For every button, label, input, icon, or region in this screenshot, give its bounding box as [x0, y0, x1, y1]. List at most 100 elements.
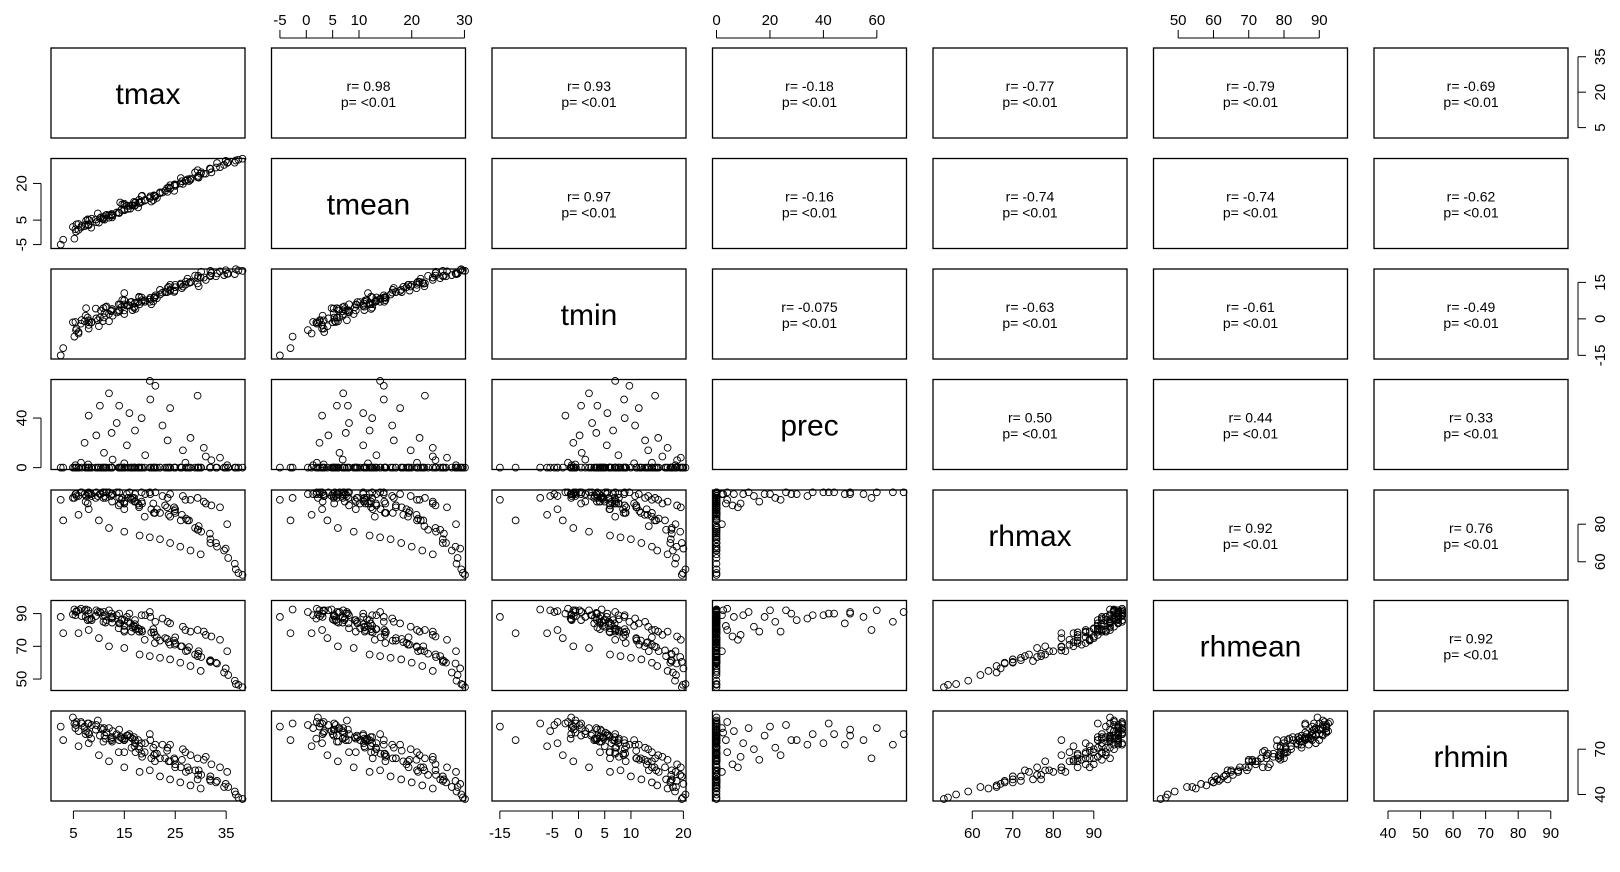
x-tick-label: 40 — [815, 12, 832, 29]
scatter-point — [176, 778, 185, 787]
scatter-point — [397, 503, 406, 512]
panel-tmax-prec: r= -0.18p= <0.01 — [711, 47, 908, 139]
scatter-point — [82, 216, 90, 225]
scatter-point — [1057, 646, 1066, 655]
scatter-point — [728, 501, 737, 510]
scatter-point — [984, 667, 993, 675]
scatter-point — [81, 497, 90, 506]
scatter-point — [593, 609, 602, 618]
scatter-point — [723, 748, 732, 757]
scatter-point — [661, 763, 669, 772]
scatter-point — [181, 177, 190, 185]
panel-frame — [1152, 268, 1349, 360]
scatter-point — [581, 463, 590, 472]
y-tick-label: 70 — [1592, 741, 1609, 758]
scatter-point — [630, 736, 638, 744]
scatter-point — [186, 463, 195, 472]
scatter-point — [808, 730, 817, 738]
scatter-point — [318, 463, 326, 472]
scatter-point — [1280, 748, 1288, 757]
scatter-point — [1089, 754, 1098, 763]
scatter-point — [606, 650, 614, 659]
scatter-point — [216, 763, 224, 772]
scatter-point — [84, 626, 93, 634]
scatter-point — [151, 639, 159, 647]
scatter-point — [1251, 760, 1260, 769]
x-tick-label: 50 — [1412, 825, 1429, 842]
x-tick-label: 10 — [623, 825, 640, 842]
x-tick-label: 0 — [302, 12, 310, 29]
scatter-point — [413, 626, 421, 634]
scatter-point — [421, 494, 429, 502]
scatter-point — [212, 163, 220, 172]
panel-frame — [270, 268, 467, 360]
scatter-point — [1017, 653, 1025, 662]
scatter-point — [120, 499, 129, 508]
scatter-point — [677, 772, 686, 781]
x-tick-label: 5 — [601, 825, 609, 842]
scatter-point — [1037, 771, 1045, 779]
scatter-point — [581, 497, 590, 506]
scatter-point — [1318, 724, 1327, 732]
scatter-point — [1073, 628, 1082, 637]
scatter-point — [96, 214, 104, 223]
correlation-p-label: p= <0.01 — [561, 94, 616, 110]
correlation-p-label: p= <0.01 — [1002, 426, 1057, 442]
x-tick-label: 60 — [868, 12, 885, 29]
scatter-point — [74, 629, 83, 638]
scatter-point — [663, 443, 672, 452]
scatter-point — [642, 639, 651, 647]
scatter-point — [630, 622, 638, 630]
scatter-point — [611, 748, 620, 757]
scatter-point — [328, 730, 337, 738]
scatter-point — [619, 463, 627, 472]
correlation-p-label: p= <0.01 — [1002, 94, 1057, 110]
panel-rhmean-tmean — [270, 599, 469, 692]
scatter-point — [105, 463, 113, 472]
scatter-point — [176, 463, 185, 472]
scatter-point — [992, 781, 1001, 790]
scatter-point — [171, 639, 180, 647]
scatter-point — [331, 616, 340, 624]
scatter-point — [77, 488, 85, 497]
scatter-point — [712, 784, 721, 793]
panel-frame — [711, 47, 908, 139]
scatter-point — [611, 635, 620, 644]
scatter-point — [712, 569, 721, 577]
scatter-point — [91, 494, 100, 502]
scatter-point — [654, 434, 663, 442]
scatter-point — [151, 617, 160, 626]
scatter-point — [766, 606, 774, 615]
scatter-point — [334, 317, 342, 326]
scatter-point — [461, 683, 469, 692]
scatter-point — [368, 488, 377, 497]
scatter-point — [186, 174, 195, 183]
scatter-point — [141, 451, 150, 460]
scatter-point — [156, 463, 164, 472]
scatter-point — [605, 748, 614, 757]
panel-frame — [1152, 599, 1349, 692]
scatter-point — [1294, 736, 1302, 744]
scatter-point — [163, 503, 171, 512]
scatter-point — [372, 296, 381, 305]
scatter-point — [120, 463, 129, 472]
scatter-point — [92, 606, 101, 615]
scatter-point — [334, 463, 342, 472]
scatter-point — [74, 742, 83, 751]
scatter-point — [603, 488, 612, 497]
scatter-point — [569, 524, 578, 532]
scatter-point — [428, 452, 437, 461]
scatter-point — [1276, 755, 1285, 764]
scatter-point — [447, 463, 456, 472]
scatter-point — [662, 525, 670, 534]
scatter-point — [787, 736, 796, 744]
scatter-point — [602, 441, 611, 450]
scatter-point — [511, 629, 520, 638]
scatter-point — [859, 613, 868, 621]
scatter-point — [156, 653, 164, 662]
scatter-point — [115, 725, 124, 734]
scatter-point — [166, 619, 174, 628]
scatter-point — [376, 533, 384, 542]
scatter-point — [158, 740, 167, 749]
scatter-point — [615, 499, 623, 508]
